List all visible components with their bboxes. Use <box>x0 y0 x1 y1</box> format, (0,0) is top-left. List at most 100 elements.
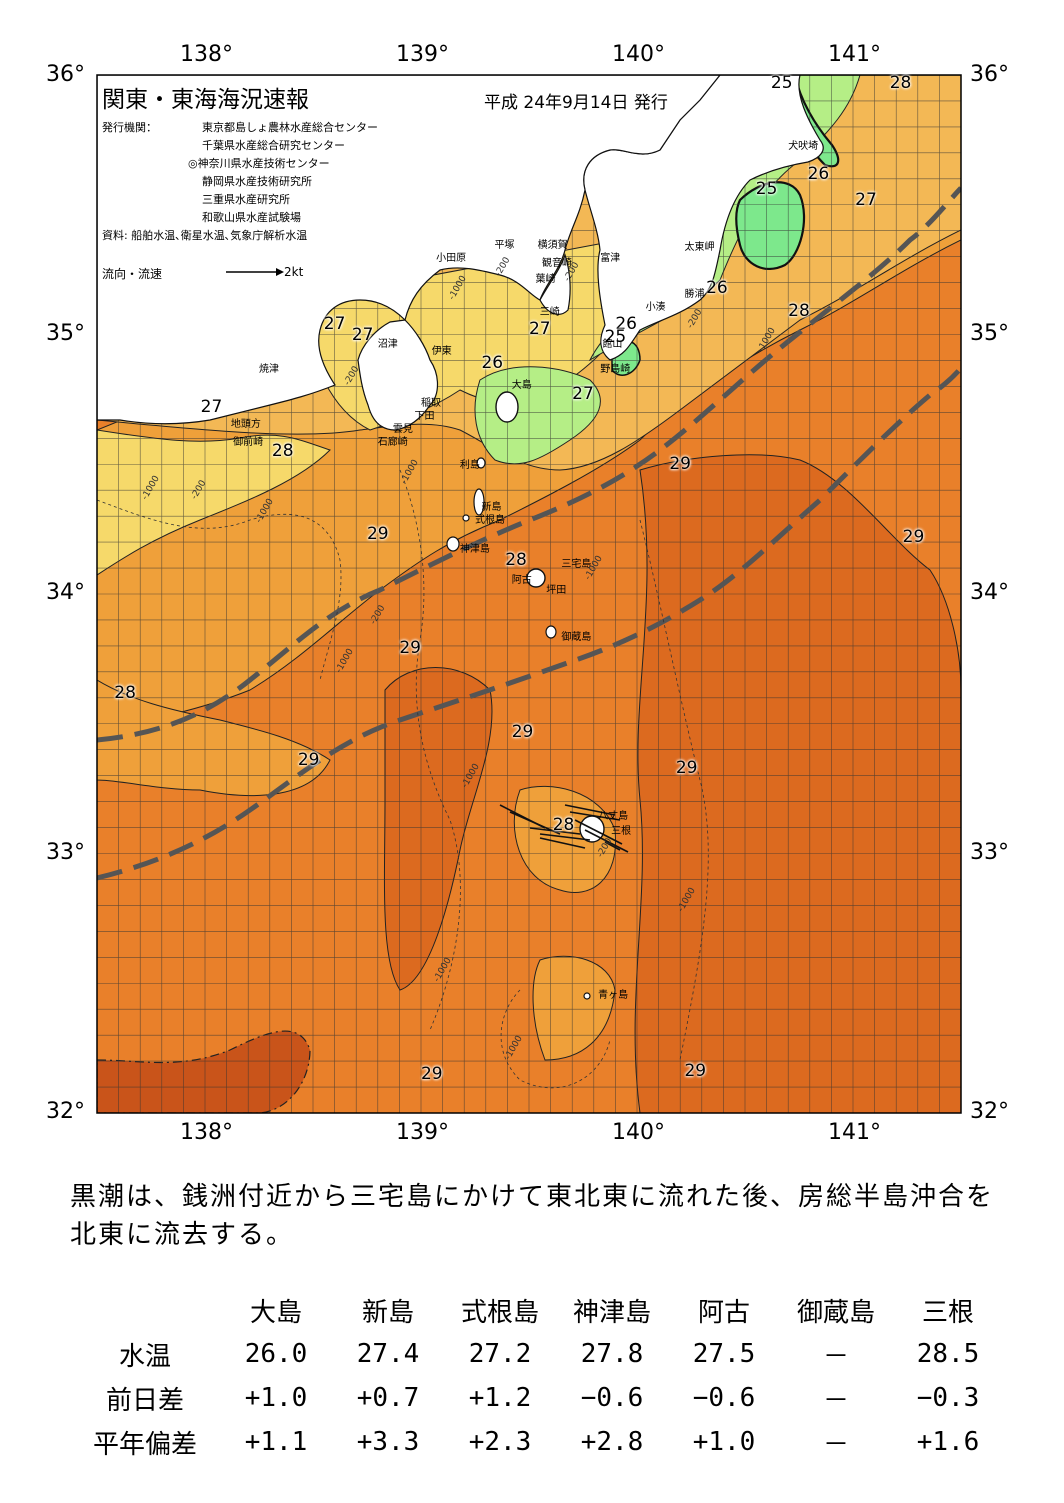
table-header-row: 大島 新島 式根島 神津島 阿古 御蔵島 三根 <box>70 1288 1004 1332</box>
sea-27-light-zone <box>97 429 331 576</box>
issuer-item: 三重県水産研究所 <box>202 193 290 206</box>
temperature-label: 29 <box>669 454 692 475</box>
table-cell: － <box>822 1429 849 1460</box>
table-row: 平年偏差 +1.1 +3.3 +2.3 +2.8 +1.0 － +1.6 <box>70 1420 1004 1464</box>
table-cell: −0.3 <box>916 1383 980 1413</box>
place-name: 沼津 <box>377 338 398 350</box>
place-name: 横須賀 <box>537 239 568 251</box>
place-name: 八丈島 <box>598 810 629 822</box>
place-name: 伊東 <box>431 346 452 358</box>
place-name: 地頭方 <box>230 418 261 430</box>
map-frame <box>96 74 962 1114</box>
temperature-label: 29 <box>684 1061 707 1082</box>
issuer-item: 東京都島しょ農林水産総合センター <box>202 121 378 134</box>
island-miyakejima <box>526 568 546 588</box>
island-kozushima <box>446 536 460 552</box>
kuroshio-axis-offshore <box>97 366 961 881</box>
temperature-label: 29 <box>366 524 389 545</box>
sea-25-zone <box>735 181 806 270</box>
isobath-contours <box>97 469 709 1089</box>
lat-label: 36° <box>970 62 1009 87</box>
sea-temperature-map <box>96 74 962 1114</box>
lat-label: 35° <box>970 321 1009 346</box>
place-name: 利島 <box>459 460 480 472</box>
column-header: 式根島 <box>460 1297 539 1328</box>
row-header: 平年偏差 <box>92 1429 197 1460</box>
temperature-label: 29 <box>902 526 925 547</box>
summary-text: 黒潮は、銭洲付近から三宅島にかけて東北東に流れた後、房総半島沖合を北東に流去する… <box>70 1182 995 1250</box>
table-cell: +0.7 <box>356 1383 420 1413</box>
place-name: 太東岬 <box>684 242 715 254</box>
issuer-item: 千葉県水産総合研究センター <box>202 139 345 152</box>
place-name: 阿古 <box>511 574 532 586</box>
temperature-label: 27 <box>351 324 374 345</box>
column-header: 御蔵島 <box>796 1297 875 1328</box>
sea-28-far-southwest <box>97 679 331 797</box>
place-name: 焼津 <box>259 364 279 376</box>
table-cell: 27.5 <box>692 1339 756 1369</box>
table-cell: +3.3 <box>356 1427 420 1457</box>
place-name: 青ヶ島 <box>598 989 629 1001</box>
lon-label: 138° <box>180 1120 233 1145</box>
island-aogashima <box>583 992 591 1000</box>
land-miura-peninsula <box>539 253 571 315</box>
island-observation-table: 大島 新島 式根島 神津島 阿古 御蔵島 三根 水温 26.0 27.4 27.… <box>70 1288 1004 1464</box>
temperature-label: 25 <box>755 179 778 200</box>
column-header: 新島 <box>361 1297 414 1328</box>
island-toshima <box>476 457 486 469</box>
lon-label: 140° <box>612 42 665 67</box>
place-name: 野島崎 <box>600 364 631 376</box>
issuer-item: ◎神奈川県水産技術センター <box>188 157 330 170</box>
place-name: 観音崎 <box>541 258 572 270</box>
table-cell: 27.2 <box>468 1339 532 1369</box>
temperature-label: 28 <box>788 301 810 322</box>
lon-label: 139° <box>396 42 449 67</box>
temperature-label: 29 <box>420 1064 443 1085</box>
table-cell: −0.6 <box>580 1383 644 1413</box>
temperature-label: 25 <box>604 327 627 348</box>
column-header: 阿古 <box>697 1297 750 1328</box>
place-name: 葉崎 <box>535 273 556 285</box>
sea-28-hachijo <box>513 785 617 893</box>
land-kanto-mainland <box>97 75 721 425</box>
place-name: 富津 <box>600 252 621 264</box>
temperature-label: 29 <box>511 721 534 742</box>
lon-label: 139° <box>396 1120 449 1145</box>
lat-label: 32° <box>46 1099 85 1124</box>
place-name: 坪田 <box>546 585 567 597</box>
place-name: 式根島 <box>475 514 505 526</box>
temperature-label: 29 <box>675 757 698 778</box>
issuer-item: 静岡県水産技術研究所 <box>202 175 312 188</box>
legend-arrowhead <box>276 268 284 276</box>
column-header: 大島 <box>249 1297 302 1328</box>
table-cell: － <box>822 1385 849 1416</box>
lat-label: 34° <box>970 580 1009 605</box>
lon-label: 141° <box>828 42 881 67</box>
issuer-item: 和歌山県水産試験場 <box>202 211 301 224</box>
place-name: 御蔵島 <box>561 631 592 643</box>
table-cell: +1.1 <box>244 1427 308 1457</box>
place-name: 御前崎 <box>233 437 264 449</box>
temperature-label: 28 <box>889 72 912 93</box>
data-sources: 資料: 船舶水温､衛星水温､気象庁解析水温 <box>102 229 308 242</box>
table-row: 水温 26.0 27.4 27.2 27.8 27.5 － 28.5 <box>70 1332 1004 1376</box>
temperature-label: 29 <box>297 750 320 771</box>
place-name: 小田原 <box>436 252 467 264</box>
lat-label: 36° <box>46 62 85 87</box>
place-name: 三根 <box>611 826 632 838</box>
temperature-label: 28 <box>114 682 136 703</box>
place-name: 稲取 <box>421 398 441 410</box>
table-cell: 26.0 <box>244 1339 308 1369</box>
island-niijima <box>473 488 485 516</box>
sea-26-zone <box>474 366 601 465</box>
row-header: 水温 <box>118 1341 171 1372</box>
sea-warm-pocket-southwest <box>97 1030 311 1113</box>
island-oshima <box>495 391 519 423</box>
place-name: 小湊 <box>645 302 666 314</box>
table-cell: 28.5 <box>916 1339 980 1369</box>
place-name: 勝浦 <box>684 289 705 301</box>
table-row: 前日差 +1.0 +0.7 +1.2 −0.6 −0.6 － −0.3 <box>70 1376 1004 1420</box>
temperature-label: 28 <box>271 441 294 462</box>
sea-28-aogashima <box>532 955 616 1061</box>
lat-label: 32° <box>970 1099 1009 1124</box>
